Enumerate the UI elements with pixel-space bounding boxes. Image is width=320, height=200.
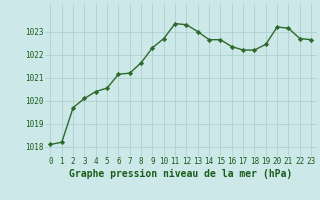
X-axis label: Graphe pression niveau de la mer (hPa): Graphe pression niveau de la mer (hPa)	[69, 169, 292, 179]
